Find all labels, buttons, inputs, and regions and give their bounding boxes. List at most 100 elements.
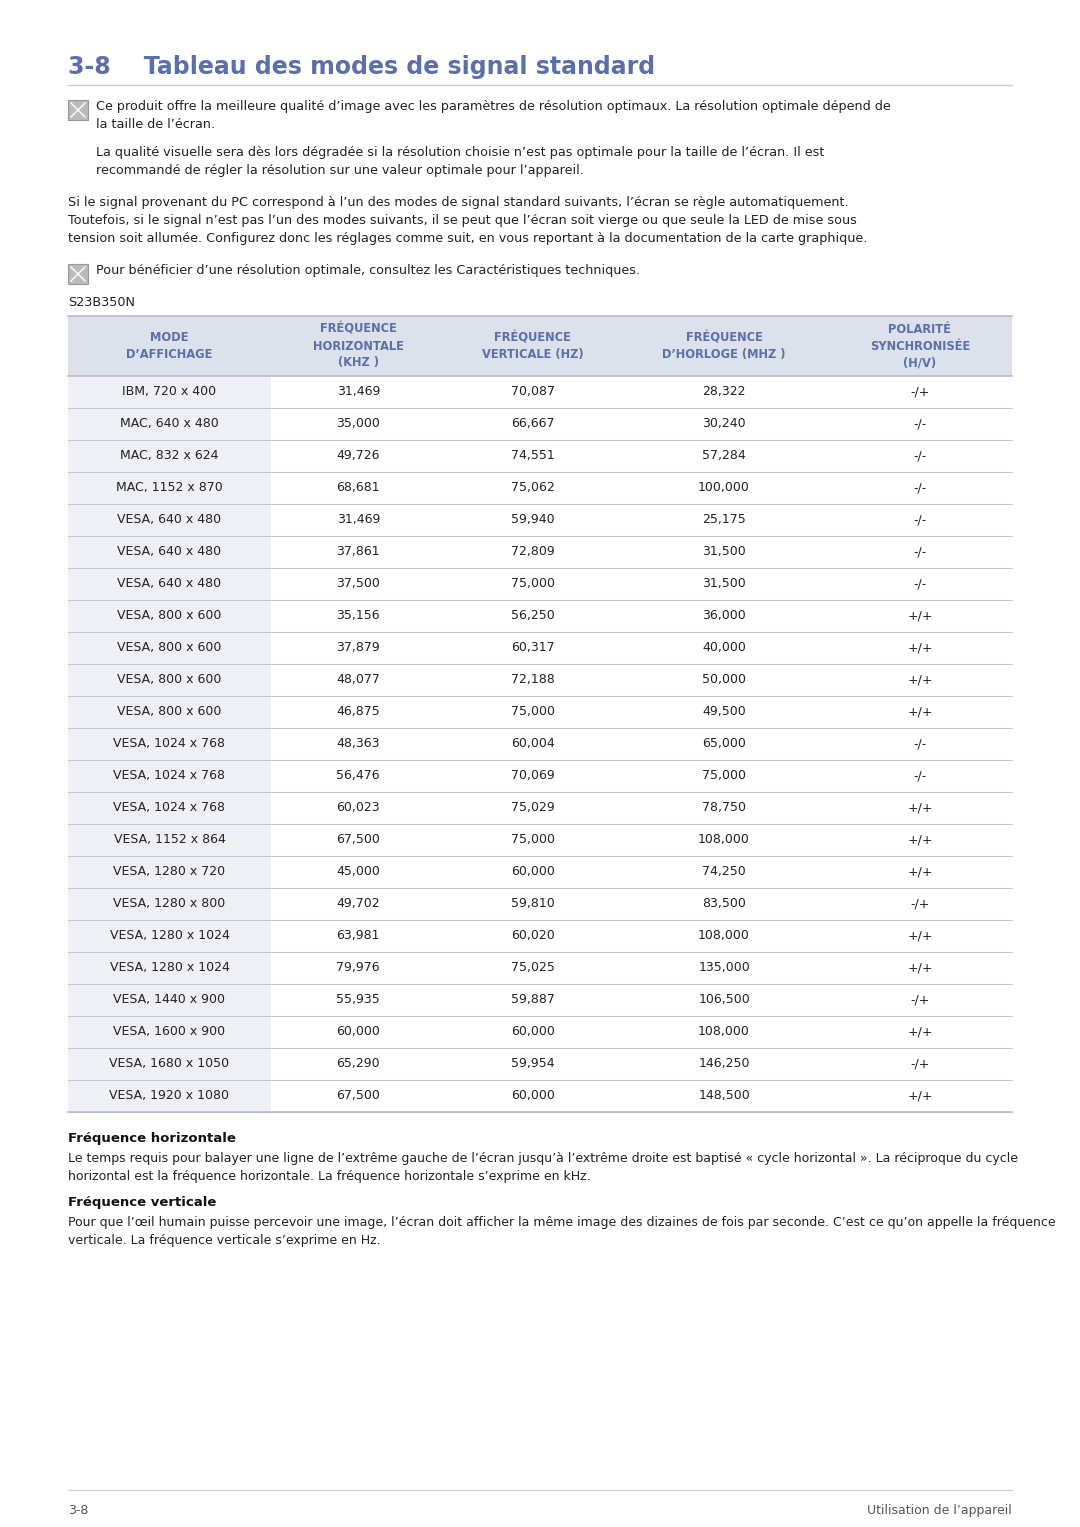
- Text: -/+: -/+: [910, 385, 930, 399]
- Text: 72,809: 72,809: [511, 545, 555, 559]
- Text: 146,250: 146,250: [699, 1058, 750, 1070]
- Bar: [68, 1080, 271, 1112]
- Text: 28,322: 28,322: [702, 385, 746, 399]
- Text: 60,004: 60,004: [511, 738, 555, 750]
- Text: VESA, 1152 x 864: VESA, 1152 x 864: [113, 834, 226, 846]
- Text: 108,000: 108,000: [698, 930, 750, 942]
- Text: 70,069: 70,069: [511, 770, 555, 782]
- Text: 57,284: 57,284: [702, 449, 746, 463]
- Text: VESA, 1600 x 900: VESA, 1600 x 900: [113, 1026, 226, 1038]
- Bar: [68, 793, 271, 825]
- Text: 49,726: 49,726: [337, 449, 380, 463]
- Text: 67,500: 67,500: [336, 834, 380, 846]
- Bar: [68, 664, 271, 696]
- Text: 60,317: 60,317: [511, 641, 555, 655]
- Text: POLARITÉ
SYNCHRONISÉE
(H/V): POLARITÉ SYNCHRONISÉE (H/V): [869, 324, 970, 370]
- Text: 31,469: 31,469: [337, 385, 380, 399]
- Text: -/-: -/-: [914, 738, 927, 750]
- Text: -/-: -/-: [914, 481, 927, 495]
- Bar: [68, 316, 1012, 376]
- Text: 67,500: 67,500: [336, 1089, 380, 1102]
- Text: +/+: +/+: [907, 641, 933, 655]
- Bar: [68, 568, 271, 600]
- Text: Ce produit offre la meilleure qualité d’image avec les paramètres de résolution : Ce produit offre la meilleure qualité d’…: [96, 99, 891, 131]
- Text: 37,500: 37,500: [336, 577, 380, 591]
- Text: 59,940: 59,940: [511, 513, 555, 527]
- Text: 35,156: 35,156: [337, 609, 380, 623]
- Text: 48,077: 48,077: [336, 673, 380, 687]
- Text: +/+: +/+: [907, 609, 933, 623]
- Text: MODE
D’AFFICHAGE: MODE D’AFFICHAGE: [126, 331, 213, 360]
- Bar: [68, 600, 271, 632]
- Text: VESA, 800 x 600: VESA, 800 x 600: [118, 609, 221, 623]
- Text: MAC, 832 x 624: MAC, 832 x 624: [120, 449, 219, 463]
- Text: -/-: -/-: [914, 417, 927, 431]
- Text: 56,250: 56,250: [511, 609, 555, 623]
- Text: VESA, 640 x 480: VESA, 640 x 480: [118, 577, 221, 591]
- Text: 60,023: 60,023: [337, 802, 380, 814]
- Text: 55,935: 55,935: [336, 994, 380, 1006]
- Text: 60,000: 60,000: [511, 866, 555, 878]
- Text: 60,000: 60,000: [336, 1026, 380, 1038]
- Text: -/+: -/+: [910, 898, 930, 910]
- Text: 148,500: 148,500: [698, 1089, 750, 1102]
- Bar: [68, 825, 271, 857]
- Text: Pour bénéficier d’une résolution optimale, consultez les Caractéristiques techni: Pour bénéficier d’une résolution optimal…: [96, 264, 640, 276]
- Text: VESA, 800 x 600: VESA, 800 x 600: [118, 705, 221, 719]
- Text: 83,500: 83,500: [702, 898, 746, 910]
- Bar: [68, 696, 271, 728]
- Text: MAC, 1152 x 870: MAC, 1152 x 870: [117, 481, 222, 495]
- Text: 135,000: 135,000: [698, 962, 750, 974]
- Text: -/+: -/+: [910, 994, 930, 1006]
- Text: FRÉQUENCE
HORIZONTALE
(KHZ ): FRÉQUENCE HORIZONTALE (KHZ ): [313, 324, 404, 370]
- Text: VESA, 1024 x 768: VESA, 1024 x 768: [113, 738, 226, 750]
- Text: 75,000: 75,000: [511, 577, 555, 591]
- Text: Fréquence horizontale: Fréquence horizontale: [68, 1132, 235, 1145]
- Bar: [68, 264, 87, 284]
- Text: 65,000: 65,000: [702, 738, 746, 750]
- Text: 60,000: 60,000: [511, 1089, 555, 1102]
- Text: -/+: -/+: [910, 1058, 930, 1070]
- Text: Si le signal provenant du PC correspond à l’un des modes de signal standard suiv: Si le signal provenant du PC correspond …: [68, 195, 867, 244]
- Text: 63,981: 63,981: [337, 930, 380, 942]
- Text: +/+: +/+: [907, 930, 933, 942]
- Text: VESA, 640 x 480: VESA, 640 x 480: [118, 545, 221, 559]
- Text: VESA, 1024 x 768: VESA, 1024 x 768: [113, 802, 226, 814]
- Text: +/+: +/+: [907, 673, 933, 687]
- Text: 75,000: 75,000: [511, 705, 555, 719]
- Text: -/-: -/-: [914, 449, 927, 463]
- Text: 56,476: 56,476: [337, 770, 380, 782]
- Text: 68,681: 68,681: [337, 481, 380, 495]
- Text: 49,702: 49,702: [337, 898, 380, 910]
- Text: 3-8: 3-8: [68, 1504, 89, 1516]
- Bar: [68, 1015, 271, 1048]
- Text: 25,175: 25,175: [702, 513, 746, 527]
- Bar: [68, 472, 271, 504]
- Text: FRÉQUENCE
VERTICALE (HZ): FRÉQUENCE VERTICALE (HZ): [482, 331, 583, 360]
- Text: 108,000: 108,000: [698, 1026, 750, 1038]
- Text: 75,029: 75,029: [511, 802, 555, 814]
- Text: 40,000: 40,000: [702, 641, 746, 655]
- Bar: [68, 919, 271, 951]
- Text: 75,000: 75,000: [511, 834, 555, 846]
- Text: La qualité visuelle sera dès lors dégradée si la résolution choisie n’est pas op: La qualité visuelle sera dès lors dégrad…: [96, 147, 824, 177]
- Text: VESA, 800 x 600: VESA, 800 x 600: [118, 641, 221, 655]
- Text: +/+: +/+: [907, 962, 933, 974]
- Text: 49,500: 49,500: [702, 705, 746, 719]
- Text: -/-: -/-: [914, 513, 927, 527]
- Text: -/-: -/-: [914, 770, 927, 782]
- Text: MAC, 640 x 480: MAC, 640 x 480: [120, 417, 219, 431]
- Bar: [68, 857, 271, 889]
- Text: +/+: +/+: [907, 834, 933, 846]
- Text: VESA, 1280 x 1024: VESA, 1280 x 1024: [109, 930, 229, 942]
- Text: 59,954: 59,954: [511, 1058, 555, 1070]
- Text: 31,469: 31,469: [337, 513, 380, 527]
- Bar: [68, 760, 271, 793]
- Text: -/-: -/-: [914, 545, 927, 559]
- Bar: [68, 536, 271, 568]
- Text: Fréquence verticale: Fréquence verticale: [68, 1196, 216, 1209]
- Text: 60,020: 60,020: [511, 930, 555, 942]
- Text: VESA, 640 x 480: VESA, 640 x 480: [118, 513, 221, 527]
- Text: 31,500: 31,500: [702, 577, 746, 591]
- Text: 36,000: 36,000: [702, 609, 746, 623]
